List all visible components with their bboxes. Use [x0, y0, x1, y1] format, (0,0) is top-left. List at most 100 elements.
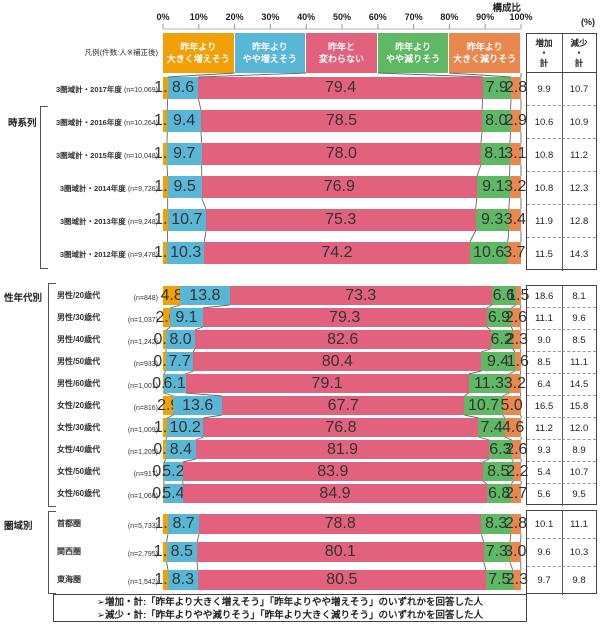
decrease-total-header: 減少・計: [561, 34, 596, 74]
row-label-text: 女性/40歳代: [57, 445, 101, 454]
segment-slight-decrease: 8.1: [480, 143, 510, 165]
segment-slight-decrease: 10.6: [469, 242, 508, 264]
row-label-text: 3圏域計・2014年度: [59, 184, 128, 193]
stacked-bar: 1.3 10.7 75.3 9.3 3.4: [154, 209, 526, 231]
legend-item-unchanged: 昨年と 変わらない: [306, 33, 378, 73]
segment-unchanged: 76.9: [201, 176, 477, 198]
segment-value: 9.5: [173, 178, 196, 195]
segment-slight-increase: 9.7: [166, 143, 202, 165]
row-n-count: (n=917): [133, 471, 158, 478]
segment-big-increase: 2.9: [157, 396, 179, 415]
row-n-wrap: (n=816): [0, 396, 158, 415]
group-bracket: [48, 511, 56, 594]
increase-total-value: 9.7: [537, 575, 551, 586]
increase-total-value: 9.3: [527, 440, 561, 462]
row-label-text: 男性/20歳代: [57, 291, 101, 300]
segment-value: 8.3: [171, 571, 194, 588]
segment-value: 3.2: [503, 374, 527, 392]
segment-unchanged: 73.3: [229, 286, 492, 305]
segment-big-decrease: 3.7: [503, 242, 525, 264]
segment-value: 11.3: [473, 374, 504, 392]
segment-unchanged: 80.1: [197, 542, 484, 562]
stacked-bar: 2.9 13.6 67.7 10.7 5.0: [157, 396, 523, 415]
segment-value: 7.5: [488, 571, 511, 588]
increase-total-value: 6.4: [527, 374, 561, 396]
increase-total-value: 9.9: [527, 73, 561, 106]
decrease-total-value: 11.1: [561, 351, 596, 374]
segment-value: 10.3: [170, 244, 202, 261]
segment-value: 9.1: [175, 308, 198, 326]
row-label-text: 女性/20歳代: [57, 401, 101, 410]
legend-label-line: 昨年より: [395, 41, 431, 52]
segment-slight-increase: 8.3: [168, 570, 198, 590]
row-label-text: 関西圏: [57, 547, 81, 556]
stacked-bar: 1.2 9.4 78.5 8.0 2.9: [154, 110, 527, 132]
segment-unchanged: 76.8: [203, 418, 479, 437]
increase-total-value: 10.6: [527, 106, 561, 139]
axis-tick-label: 70%: [404, 12, 423, 22]
segment-value: 3.1: [504, 145, 527, 162]
increase-total-value: 5.4: [527, 462, 561, 484]
segment-value: 2.6: [505, 440, 528, 458]
totals-header-line: 計: [539, 57, 549, 68]
decrease-total-value: 10.9: [561, 105, 596, 139]
decrease-total-value: 8.9: [561, 439, 596, 462]
segment-value: 8.6: [171, 79, 195, 96]
increase-total-value: 10.8: [527, 139, 561, 172]
row-label: 3圏域計・2015年度 (n=10,048): [0, 143, 158, 165]
segment-value: 2.6: [504, 308, 528, 326]
row-label-text: 男性/50歳代: [57, 357, 101, 366]
segment-value: 80.4: [321, 352, 353, 370]
segment-value: 6.6: [492, 286, 515, 304]
totals-header-box: 増加・計減少・計: [526, 33, 597, 74]
row-n-count: (n=1,542): [127, 579, 158, 586]
segment-value: 7.7: [168, 352, 191, 370]
segment-slight-decrease: 6.3: [489, 440, 512, 459]
row-n-count: (n=1,205): [127, 449, 158, 456]
increase-total-value: 10.1: [527, 511, 561, 539]
axis-tick-label: 50%: [332, 12, 351, 22]
legend-label-line: 大きく増えそう: [166, 54, 230, 64]
segment-value: 6.3: [489, 440, 512, 458]
decrease-total-value: 11.1: [561, 511, 596, 539]
segment-big-decrease: 2.3: [506, 570, 528, 590]
row-n-wrap: (n=1,060): [0, 484, 158, 503]
segment-value: 79.4: [324, 79, 357, 96]
segment-value: 8.0: [169, 330, 192, 348]
group-bracket: [48, 283, 56, 507]
decrease-total-value: 8.1: [561, 285, 596, 308]
axis-tick-label: 30%: [261, 12, 280, 22]
segment-slight-increase: 7.7: [165, 352, 194, 371]
segment-slight-increase: 8.7: [168, 514, 200, 534]
decrease-total-value: 9.8: [561, 567, 596, 595]
segment-slight-decrease: 7.3: [483, 542, 510, 562]
segment-value: 67.7: [327, 396, 359, 414]
row-n-count: (n=10,069): [123, 87, 158, 94]
row-label-text: 女性/30歳代: [57, 423, 101, 432]
segment-value: 10.7: [468, 396, 500, 414]
totals-header-line: ・: [574, 48, 584, 59]
increase-total-value: 8.5: [527, 352, 561, 374]
group-label: 圏域別: [4, 521, 33, 532]
segment-slight-decrease: 6.8: [486, 484, 512, 503]
stacked-bar: 1.2 10.3 74.2 10.6 3.7: [154, 242, 525, 264]
segment-value: 10.7: [171, 211, 203, 228]
segment-slight-increase: 5.4: [162, 484, 185, 503]
row-n-wrap: (n=1,037): [0, 308, 158, 327]
segment-value: 81.9: [326, 440, 359, 458]
legend-label-line: 昨年より: [251, 41, 288, 52]
stacked-bar: 0.8 8.4 81.9 6.3 2.6: [153, 440, 527, 459]
percent-unit-label: (%): [581, 17, 595, 27]
segment-big-decrease: 3.2: [504, 176, 526, 198]
decrease-total-value: 9.6: [561, 307, 596, 330]
row-label: 3圏域計・2013年度 (n=9,248): [0, 209, 158, 231]
row-n-count: (n=1,037): [127, 317, 158, 324]
segment-big-decrease: 2.6: [505, 440, 527, 459]
footnote-line-increase: ➢増加・計:「昨年より大きく増えそう」「昨年よりやや増えそう」のいずれかを回答し…: [97, 597, 483, 608]
segment-value: 8.4: [169, 440, 193, 458]
stacked-bar: 2.0 9.1 79.3 6.9 2.6: [155, 308, 527, 327]
row-n-count: (n=2,795): [127, 551, 158, 558]
segment-big-decrease: 2.3: [506, 330, 528, 349]
axis-tick-label: 60%: [368, 12, 387, 22]
